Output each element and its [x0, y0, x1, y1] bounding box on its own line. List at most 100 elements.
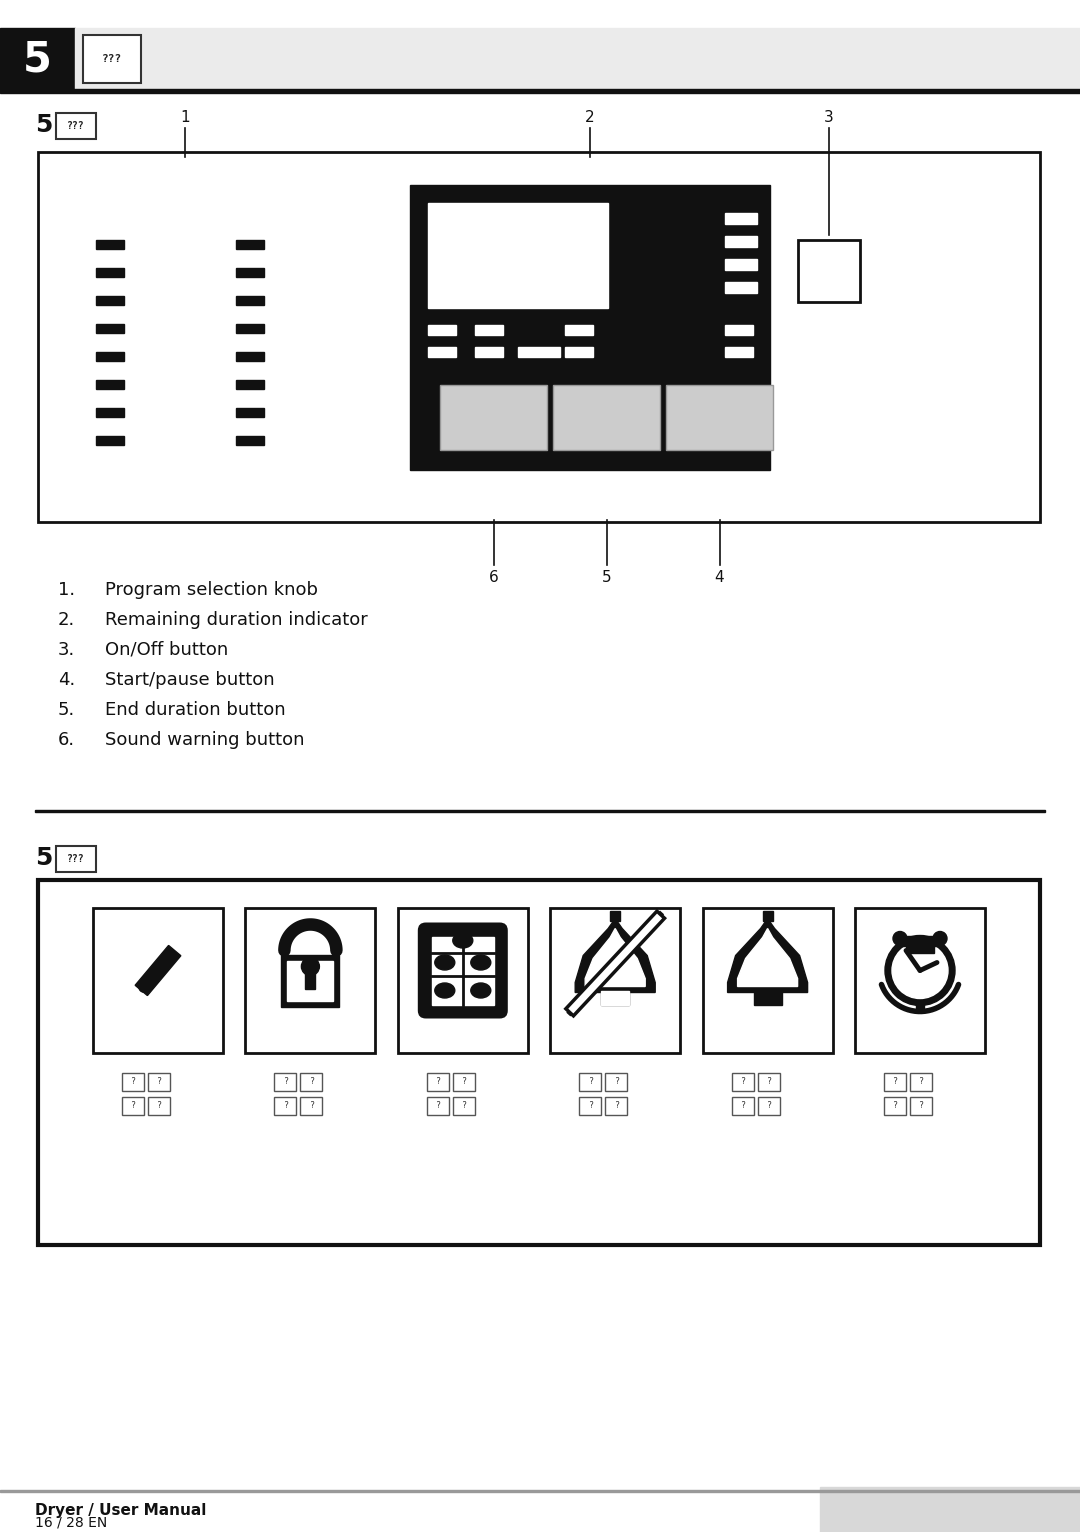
- Bar: [610, 910, 620, 921]
- Bar: [885, 1097, 906, 1115]
- Bar: [855, 908, 985, 1052]
- Bar: [475, 325, 503, 336]
- Bar: [96, 296, 124, 305]
- Text: 2.: 2.: [58, 611, 76, 630]
- Text: ?: ?: [461, 1102, 467, 1111]
- Text: ?: ?: [435, 1077, 441, 1086]
- Bar: [725, 282, 757, 293]
- Text: ?: ?: [157, 1102, 162, 1111]
- Text: Dryer / User Manual: Dryer / User Manual: [35, 1503, 206, 1518]
- Bar: [428, 204, 608, 308]
- Polygon shape: [576, 919, 656, 993]
- Circle shape: [139, 982, 149, 993]
- Text: ?: ?: [283, 1077, 288, 1086]
- Text: ?: ?: [613, 1102, 619, 1111]
- Bar: [906, 941, 934, 953]
- Ellipse shape: [471, 984, 490, 997]
- Bar: [245, 908, 376, 1052]
- Bar: [725, 325, 753, 336]
- Text: ?: ?: [613, 1077, 619, 1086]
- Text: Remaining duration indicator: Remaining duration indicator: [105, 611, 368, 630]
- Polygon shape: [738, 928, 798, 987]
- Bar: [428, 348, 456, 357]
- Circle shape: [893, 931, 907, 945]
- Bar: [282, 954, 339, 1007]
- Bar: [397, 908, 528, 1052]
- Bar: [725, 236, 757, 247]
- Bar: [440, 385, 546, 450]
- Bar: [731, 1072, 754, 1091]
- Polygon shape: [135, 945, 180, 996]
- FancyBboxPatch shape: [432, 936, 494, 1005]
- Polygon shape: [728, 919, 808, 993]
- Circle shape: [885, 936, 955, 1005]
- Text: 5.: 5.: [58, 702, 76, 719]
- Bar: [237, 380, 264, 389]
- Bar: [96, 437, 124, 444]
- Bar: [550, 908, 680, 1052]
- Text: ?: ?: [435, 1102, 441, 1111]
- Text: ?: ?: [892, 1077, 897, 1086]
- Text: ?: ?: [309, 1077, 314, 1086]
- Bar: [237, 408, 264, 417]
- Text: ???: ???: [102, 54, 122, 64]
- Bar: [56, 113, 96, 139]
- Bar: [38, 152, 1040, 522]
- Bar: [518, 348, 561, 357]
- Bar: [427, 1097, 449, 1115]
- Bar: [731, 1097, 754, 1115]
- Bar: [762, 910, 772, 921]
- Bar: [798, 241, 860, 302]
- Bar: [605, 1097, 627, 1115]
- Bar: [757, 1097, 780, 1115]
- Bar: [237, 241, 264, 250]
- Bar: [274, 1072, 296, 1091]
- Bar: [300, 1097, 323, 1115]
- Text: ???: ???: [67, 121, 85, 132]
- Text: ?: ?: [461, 1077, 467, 1086]
- Bar: [93, 908, 222, 1052]
- Bar: [725, 348, 753, 357]
- Bar: [38, 879, 1040, 1246]
- Bar: [0, 89, 1080, 93]
- Text: ?: ?: [918, 1077, 923, 1086]
- Bar: [453, 1072, 475, 1091]
- Text: 4: 4: [715, 570, 725, 585]
- Text: 1.: 1.: [58, 581, 76, 599]
- Bar: [35, 809, 1045, 812]
- Bar: [237, 437, 264, 444]
- Bar: [287, 961, 334, 1000]
- Text: ???: ???: [67, 853, 85, 864]
- Bar: [605, 1072, 627, 1091]
- Bar: [916, 1003, 924, 1011]
- Bar: [579, 1072, 602, 1091]
- FancyBboxPatch shape: [418, 922, 508, 1019]
- Bar: [274, 1097, 296, 1115]
- Text: 3.: 3.: [58, 640, 76, 659]
- Bar: [237, 323, 264, 332]
- Bar: [306, 973, 315, 988]
- Text: Start/pause button: Start/pause button: [105, 671, 274, 689]
- Text: ?: ?: [740, 1102, 745, 1111]
- Bar: [148, 1097, 170, 1115]
- Text: ?: ?: [283, 1102, 288, 1111]
- Text: ?: ?: [157, 1077, 162, 1086]
- Bar: [96, 408, 124, 417]
- Text: 5: 5: [23, 38, 52, 80]
- Text: 6.: 6.: [58, 731, 76, 749]
- Ellipse shape: [453, 933, 473, 948]
- Ellipse shape: [435, 954, 455, 970]
- Text: ?: ?: [131, 1077, 135, 1086]
- Bar: [96, 241, 124, 250]
- Bar: [725, 213, 757, 224]
- Bar: [96, 352, 124, 362]
- Bar: [96, 268, 124, 277]
- Text: ?: ?: [588, 1077, 593, 1086]
- Text: ?: ?: [766, 1102, 771, 1111]
- Bar: [666, 385, 773, 450]
- Text: 2: 2: [585, 110, 595, 126]
- Text: Sound warning button: Sound warning button: [105, 731, 305, 749]
- Text: ?: ?: [766, 1077, 771, 1086]
- Bar: [565, 325, 593, 336]
- Bar: [300, 1072, 323, 1091]
